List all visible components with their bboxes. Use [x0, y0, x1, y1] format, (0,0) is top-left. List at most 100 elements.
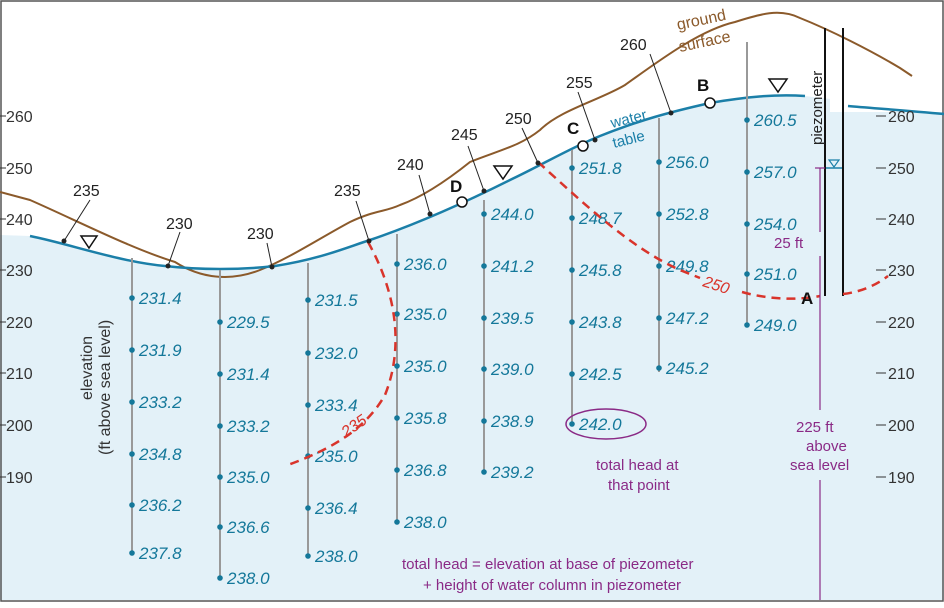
axis-tick-label: 190: [6, 470, 33, 487]
head-value: 252.8: [665, 205, 709, 224]
head-value: 238.9: [490, 412, 534, 431]
head-value: 239.0: [490, 360, 534, 379]
water-column-height-label: 25 ft: [774, 235, 804, 252]
axis-tick-label: 220: [888, 315, 915, 332]
axis-tick-label: 250: [888, 161, 915, 178]
head-column-8: 260.5 257.0 254.0 251.0 249.0: [744, 111, 797, 335]
head-value: 232.0: [314, 344, 358, 363]
total-head-note-line1: total head at: [596, 457, 679, 474]
base-elevation-note-line3: sea level: [790, 457, 849, 474]
axis-tick-label: 230: [888, 263, 915, 280]
axis-tick-label: 200: [888, 418, 915, 435]
head-value: 247.2: [665, 309, 709, 328]
piezometer-measurements: [815, 167, 825, 600]
contour-line-250-lower: [741, 290, 821, 300]
head-column-2: 229.5 231.4 233.2 235.0 236.6 238.0: [217, 313, 270, 588]
left-elevation-axis: 260 250 240 230 220 210 200 190: [0, 109, 33, 487]
total-head-note-line2: that point: [608, 477, 671, 494]
head-value: 251.0: [753, 265, 797, 284]
head-value: 242.5: [578, 365, 622, 384]
water-table-head-label: 240: [397, 157, 424, 174]
axis-tick-label: 250: [6, 161, 33, 178]
water-table-head-label: 230: [247, 226, 274, 243]
axis-tick-label: 240: [888, 212, 915, 229]
head-value: 236.0: [403, 255, 447, 274]
axis-tick-label: 210: [6, 366, 33, 383]
head-value: 245.2: [665, 359, 709, 378]
head-grid: 231.4 231.9 233.2 234.8 236.2 237.8 229.…: [129, 111, 797, 588]
head-value: 238.0: [403, 513, 447, 532]
piezometer: piezometer: [809, 28, 844, 296]
point-d-label: D: [450, 177, 462, 196]
water-table-head-label: 230: [166, 216, 193, 233]
base-elevation-note-line2: above: [806, 438, 847, 455]
head-value: 251.8: [578, 159, 622, 178]
head-value: 234.8: [138, 445, 182, 464]
axis-tick-label: 230: [6, 263, 33, 280]
head-value: 235.0: [226, 468, 270, 487]
head-column-6: 251.8 248.7 245.8 243.8 242.5 242.0: [569, 159, 622, 434]
head-value: 254.0: [753, 215, 797, 234]
water-table-labels: 235 230 230 235 240 245 250 255 260: [61, 37, 674, 270]
head-value: 242.0: [578, 415, 622, 434]
axis-tick-label: 210: [888, 366, 915, 383]
head-value: 239.2: [490, 463, 534, 482]
point-b-label: B: [697, 76, 709, 95]
head-value: 245.8: [578, 261, 622, 280]
water-table-head-label: 235: [73, 183, 100, 200]
head-value: 233.4: [314, 396, 358, 415]
water-table-triangle-icon: [79, 235, 99, 250]
point-b: B: [697, 76, 716, 109]
head-column-5: 244.0 241.2 239.5 239.0 238.9 239.2: [481, 205, 534, 482]
head-value: 231.4: [138, 289, 182, 308]
elevation-axis-label-line2: (ft above sea level): [97, 320, 114, 455]
head-value: 236.2: [138, 496, 182, 515]
ground-surface-line: [0, 11, 913, 278]
ground-surface-label-line2: surface: [677, 28, 732, 56]
head-value: 231.4: [226, 365, 270, 384]
head-value: 229.5: [226, 313, 270, 332]
axis-tick-label: 260: [6, 109, 33, 126]
total-head-callout: total head at that point: [565, 408, 679, 494]
formula-line1: total head = elevation at base of piezom…: [402, 556, 693, 573]
head-value: 236.6: [226, 518, 270, 537]
water-table-head-label: 260: [620, 37, 647, 54]
head-value: 257.0: [753, 163, 797, 182]
axis-tick-label: 240: [6, 212, 33, 229]
water-table-line-right: [847, 104, 944, 116]
water-table-symbols: [79, 78, 789, 250]
head-value: 231.5: [314, 291, 358, 310]
head-value: 235.0: [403, 305, 447, 324]
axis-tick-label: 200: [6, 418, 33, 435]
head-value: 260.5: [753, 111, 797, 130]
head-column-1: 231.4 231.9 233.2 234.8 236.2 237.8: [129, 289, 182, 563]
right-elevation-axis: 260 250 240 230 220 210 200 190: [876, 109, 915, 487]
head-value: 236.8: [403, 461, 447, 480]
head-value: 231.9: [138, 341, 182, 360]
head-value: 241.2: [490, 257, 534, 276]
head-column-7: 256.0 252.8 249.8 247.2 245.2: [656, 153, 709, 378]
head-value: 256.0: [665, 153, 709, 172]
point-a-label: A: [801, 289, 813, 308]
point-c: C: [567, 119, 589, 152]
axis-tick-label: 220: [6, 315, 33, 332]
contour-line-235: [284, 241, 397, 468]
point-d: D: [450, 177, 468, 208]
water-table-triangle-icon: [767, 78, 789, 94]
water-table-head-label: 235: [334, 183, 361, 200]
formula-line2: + height of water column in piezometer: [423, 577, 681, 594]
contour-line-250-right: [842, 275, 889, 296]
head-value: 236.4: [314, 499, 358, 518]
head-value: 233.2: [226, 417, 270, 436]
head-value: 249.0: [753, 316, 797, 335]
head-value: 237.8: [138, 544, 182, 563]
head-column-3: 231.5 232.0 233.4 235.0 236.4 238.0: [305, 291, 358, 566]
head-value: 238.0: [226, 569, 270, 588]
water-table-head-label: 245: [451, 127, 478, 144]
axis-tick-label: 190: [888, 470, 915, 487]
axis-tick-label: 260: [888, 109, 915, 126]
contour-line-250: [537, 161, 701, 280]
base-elevation-note-line1: 225 ft: [796, 419, 834, 436]
